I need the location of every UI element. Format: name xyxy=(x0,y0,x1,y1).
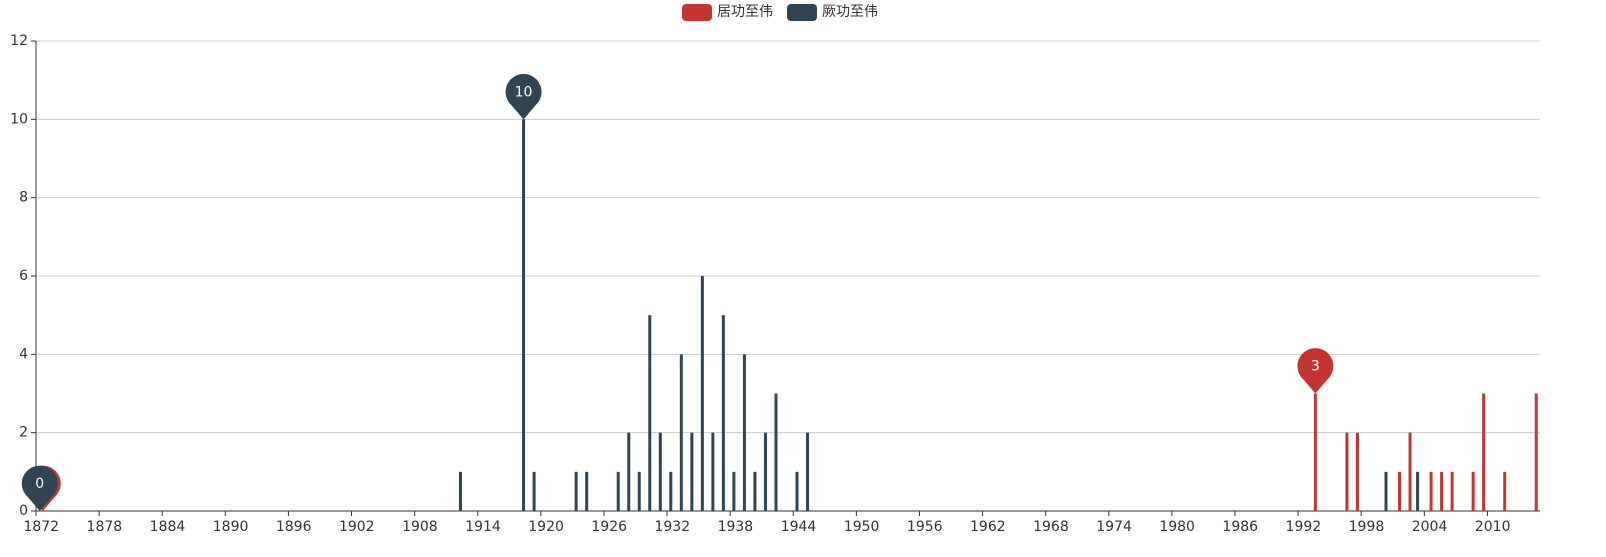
bar xyxy=(1345,432,1349,511)
legend-swatch xyxy=(682,4,712,21)
bar xyxy=(1471,471,1475,511)
x-tick-label: 1956 xyxy=(907,519,943,535)
bar xyxy=(1503,471,1507,511)
y-tick-label: 6 xyxy=(19,268,28,284)
bar xyxy=(1416,471,1420,511)
x-tick-label: 1932 xyxy=(654,519,690,535)
bar xyxy=(616,471,620,511)
legend-label: 居功至伟 xyxy=(717,4,773,20)
x-tick-label: 1914 xyxy=(465,519,501,535)
marker-label: 10 xyxy=(515,84,533,100)
bar xyxy=(774,393,778,511)
x-tick-label: 1872 xyxy=(23,519,59,535)
x-tick-label: 1992 xyxy=(1286,519,1322,535)
x-tick-label: 1926 xyxy=(591,519,627,535)
x-tick-label: 1974 xyxy=(1096,519,1132,535)
y-tick-label: 2 xyxy=(19,425,28,441)
bar xyxy=(690,432,694,511)
marker-label: 3 xyxy=(1311,359,1320,375)
bar xyxy=(658,432,662,511)
x-tick-label: 2004 xyxy=(1412,519,1448,535)
x-tick-label: 1980 xyxy=(1159,519,1195,535)
legend-swatch xyxy=(787,4,817,21)
bar xyxy=(1429,471,1433,511)
y-tick-label: 10 xyxy=(10,111,28,127)
x-tick-label: 1938 xyxy=(718,519,754,535)
y-tick-label: 12 xyxy=(10,33,28,49)
bar xyxy=(711,432,715,511)
bar xyxy=(763,432,767,511)
y-tick-label: 8 xyxy=(19,190,28,206)
x-tick-label: 1968 xyxy=(1033,519,1069,535)
bar xyxy=(522,119,526,511)
x-tick-label: 1962 xyxy=(970,519,1006,535)
bar xyxy=(627,432,631,511)
x-tick-label: 1896 xyxy=(276,519,312,535)
y-tick-label: 4 xyxy=(19,346,28,362)
x-tick-label: 1944 xyxy=(781,519,817,535)
bar xyxy=(732,471,736,511)
bar xyxy=(742,354,746,511)
x-tick-label: 1878 xyxy=(87,519,123,535)
bar xyxy=(458,471,462,511)
bar xyxy=(532,471,536,511)
bar xyxy=(700,276,704,511)
x-tick-label: 1884 xyxy=(150,519,186,535)
x-tick-label: 2010 xyxy=(1475,519,1511,535)
bar xyxy=(721,315,725,511)
bar xyxy=(1534,393,1538,511)
bar xyxy=(669,471,673,511)
x-tick-label: 1890 xyxy=(213,519,249,535)
marker-pin xyxy=(505,73,542,120)
x-tick-label: 1986 xyxy=(1222,519,1258,535)
bar xyxy=(795,471,799,511)
bar xyxy=(1313,393,1317,511)
bar xyxy=(1384,471,1388,511)
bar xyxy=(1482,393,1486,511)
bar xyxy=(648,315,652,511)
legend-label: 厥功至伟 xyxy=(822,4,878,20)
marker-label: 0 xyxy=(35,476,44,492)
bar xyxy=(1355,432,1359,511)
y-tick-label: 0 xyxy=(19,503,28,519)
x-tick-label: 1998 xyxy=(1349,519,1385,535)
x-tick-label: 1920 xyxy=(528,519,564,535)
bar xyxy=(753,471,757,511)
bar xyxy=(1450,471,1454,511)
marker-pin xyxy=(1297,348,1334,394)
bar xyxy=(574,471,578,511)
x-tick-label: 1902 xyxy=(339,519,375,535)
x-tick-label: 1950 xyxy=(844,519,880,535)
bar xyxy=(1408,432,1412,511)
bar xyxy=(1398,471,1402,511)
bar xyxy=(637,471,641,511)
x-tick-label: 1908 xyxy=(402,519,438,535)
marker-pin xyxy=(21,465,58,511)
bar xyxy=(1440,471,1444,511)
bar xyxy=(679,354,683,511)
bar xyxy=(585,471,589,511)
bar xyxy=(806,432,810,511)
